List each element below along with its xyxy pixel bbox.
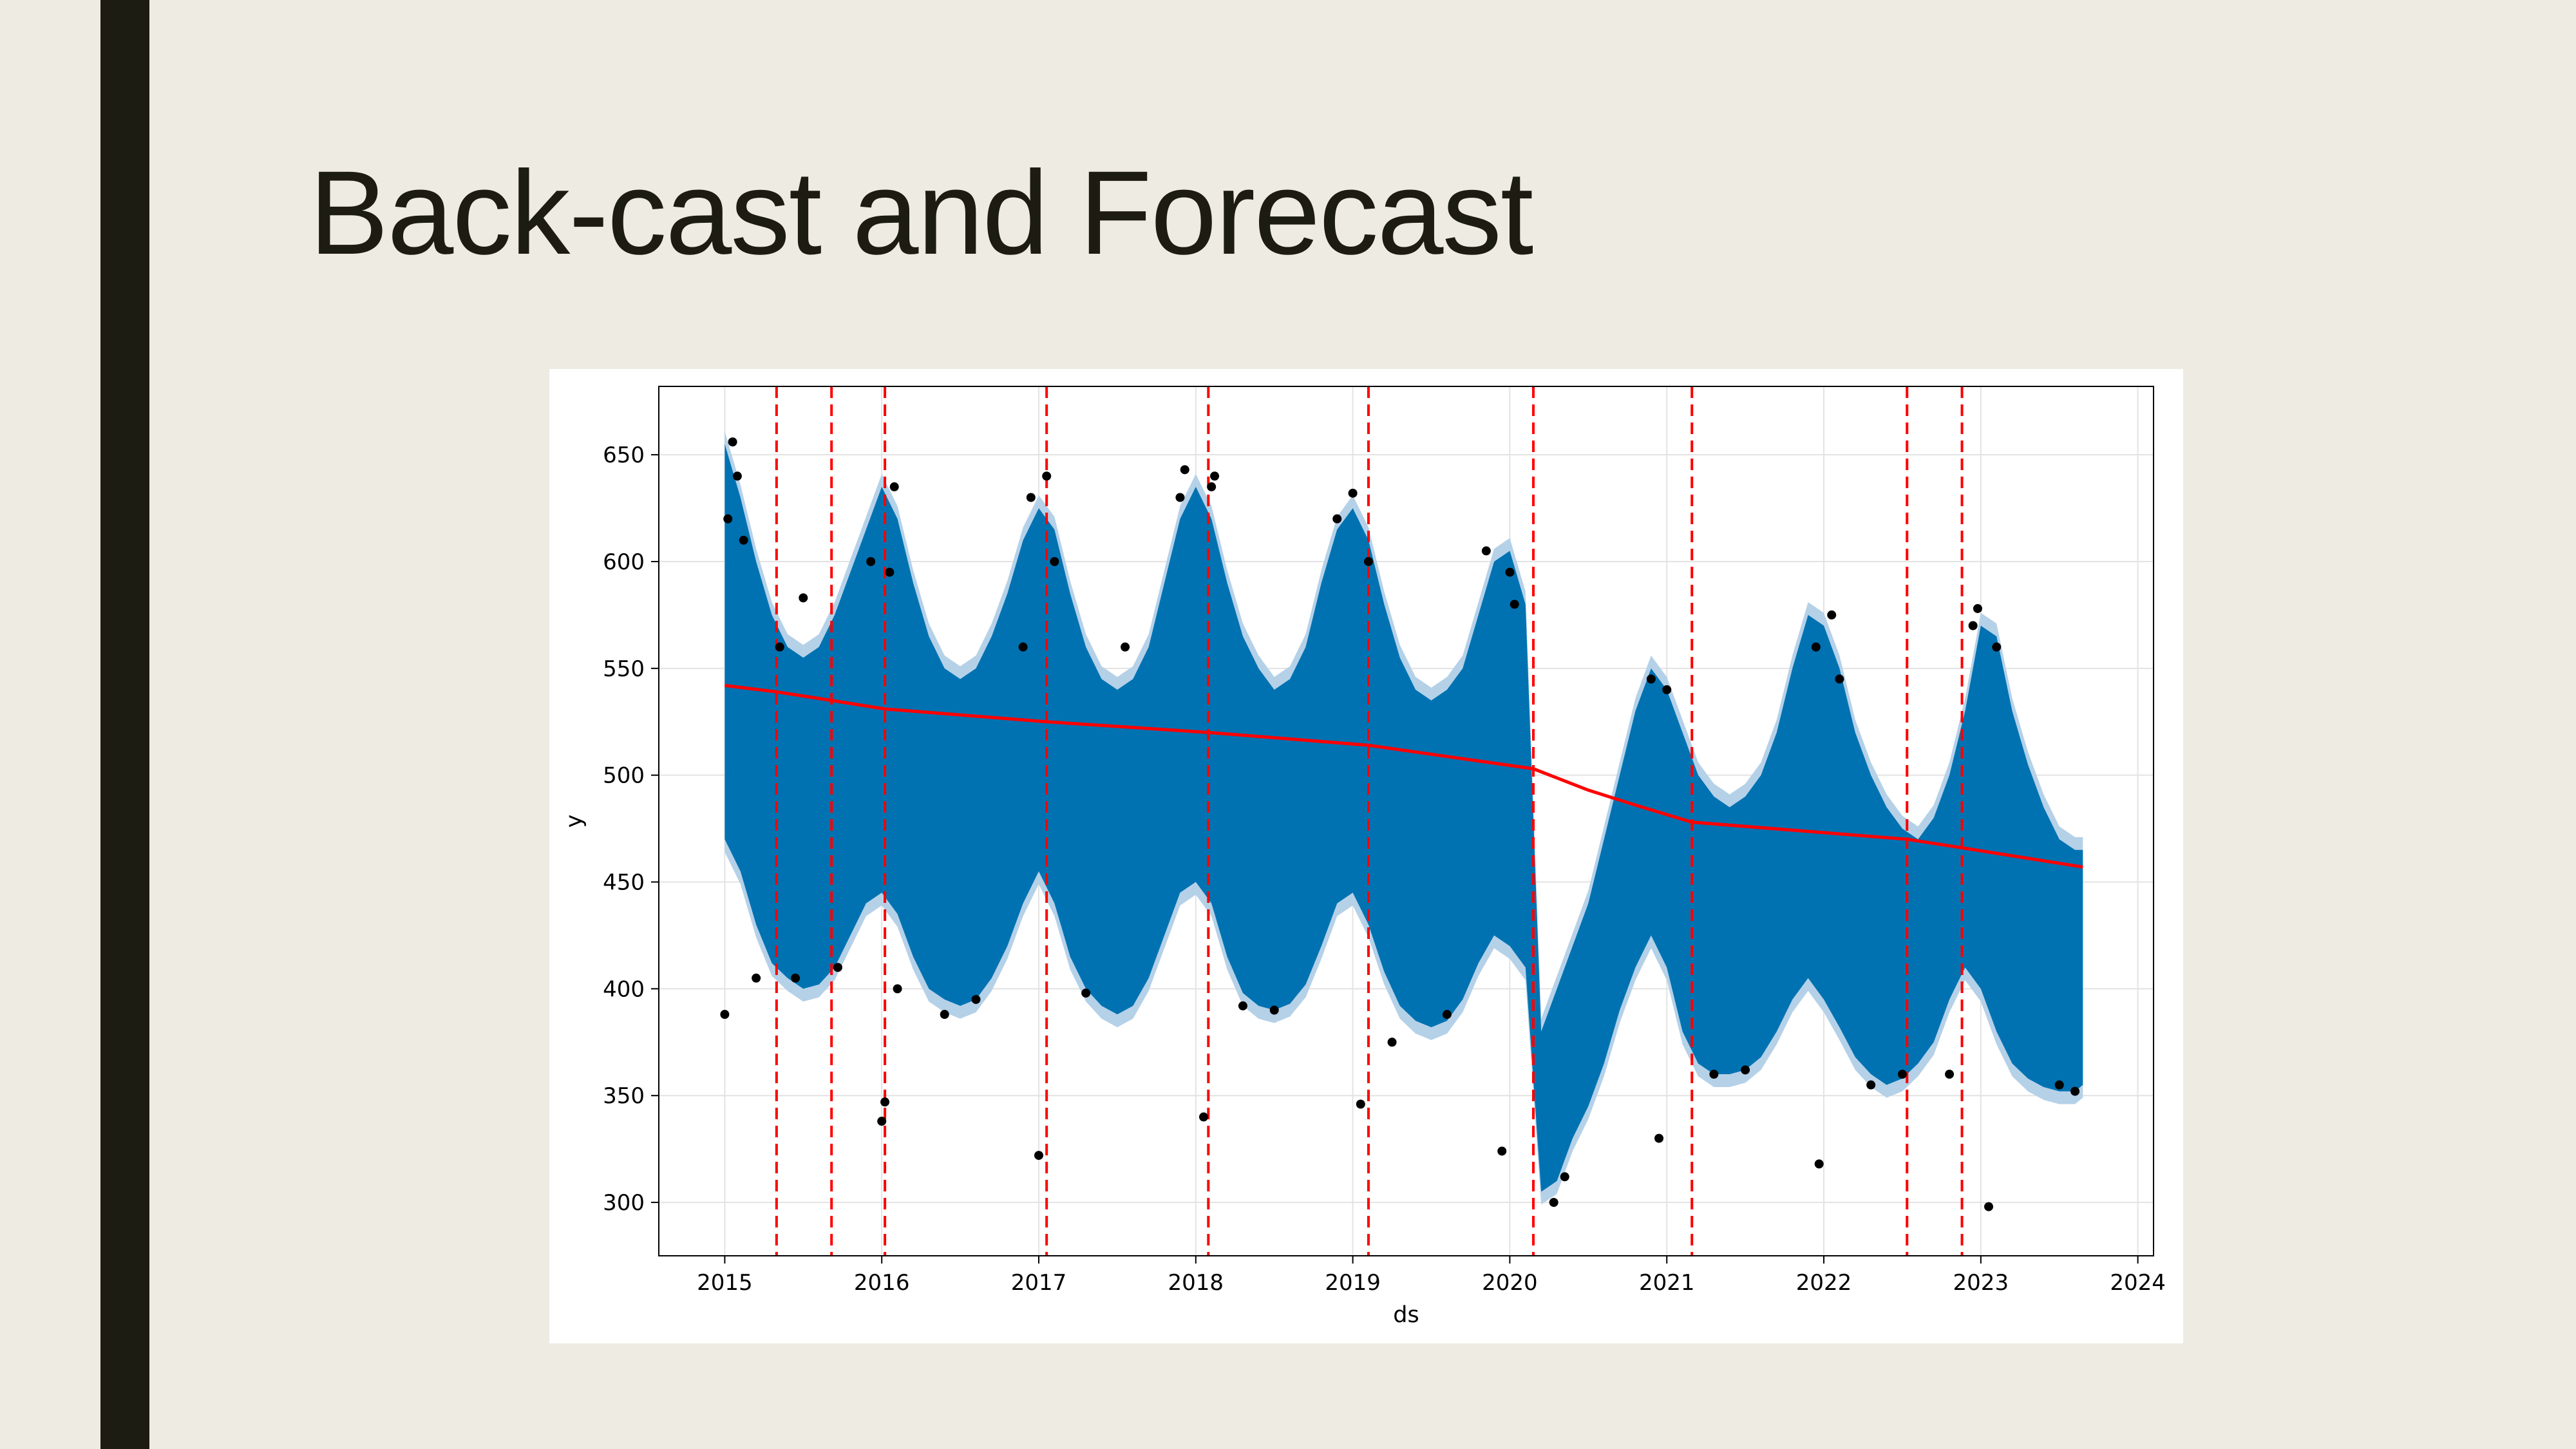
observed-point	[1050, 556, 1059, 566]
observed-point	[1387, 1037, 1397, 1047]
observed-point	[2054, 1080, 2064, 1090]
observed-point	[889, 482, 899, 491]
observed-point	[1348, 488, 1358, 498]
observed-point	[728, 437, 737, 447]
observed-point	[885, 567, 895, 577]
observed-point	[1709, 1070, 1719, 1079]
observed-point	[1866, 1080, 1876, 1090]
slide-title: Back-cast and Forecast	[309, 147, 1533, 279]
observed-point	[1549, 1198, 1558, 1208]
observed-point	[775, 642, 784, 652]
observed-point	[799, 593, 808, 603]
observed-point	[1814, 1159, 1824, 1169]
x-tick-label: 2017	[1011, 1270, 1067, 1296]
observed-point	[1827, 610, 1837, 620]
observed-point	[1811, 642, 1821, 652]
observed-point	[1973, 603, 1982, 613]
x-axis-ticks: 2015 2016 2017 2018 2019 2020 2021 2022 2023 2024	[697, 1256, 2166, 1296]
observed-point	[1835, 674, 1844, 684]
observed-point	[752, 973, 761, 983]
y-tick-label: 600	[603, 549, 645, 575]
observed-point	[1175, 493, 1185, 502]
observed-point	[1121, 642, 1130, 652]
observed-point	[739, 535, 748, 545]
observed-point	[833, 963, 842, 972]
observed-point	[1968, 621, 1978, 630]
observed-point	[1026, 493, 1036, 502]
observed-point	[1897, 1070, 1907, 1079]
x-tick-label: 2023	[1953, 1270, 2009, 1296]
observed-point	[1481, 546, 1491, 556]
y-tick-label: 450	[603, 870, 645, 896]
observed-point	[1741, 1065, 1750, 1075]
x-tick-label: 2015	[697, 1270, 753, 1296]
observed-point	[1180, 465, 1189, 475]
y-tick-label: 500	[603, 763, 645, 789]
y-tick-label: 350	[603, 1083, 645, 1109]
observed-point	[1560, 1172, 1569, 1182]
trend-line	[724, 683, 2083, 869]
observed-point	[1442, 1010, 1452, 1019]
observed-point	[893, 984, 902, 994]
y-tick-label: 650	[603, 442, 645, 468]
x-tick-label: 2022	[1796, 1270, 1852, 1296]
observed-point	[1081, 989, 1091, 998]
x-tick-label: 2024	[2110, 1270, 2166, 1296]
x-axis-label: ds	[1393, 1302, 1419, 1328]
trend-layer	[724, 683, 2083, 869]
chart-card: 2015 2016 2017 2018 2019 2020 2021 2022 2023 2024…	[549, 369, 2183, 1343]
observed-point	[1269, 1005, 1279, 1015]
observed-point	[1510, 600, 1519, 609]
observed-point	[880, 1097, 890, 1107]
x-tick-label: 2018	[1168, 1270, 1224, 1296]
observed-point	[720, 1010, 730, 1019]
y-axis-ticks: 300 350 400 450 500 550 600 650	[603, 442, 659, 1216]
x-tick-label: 2019	[1325, 1270, 1381, 1296]
x-tick-label: 2020	[1482, 1270, 1538, 1296]
x-tick-label: 2016	[854, 1270, 910, 1296]
forecast-area	[724, 444, 2083, 1192]
observed-point	[940, 1010, 949, 1019]
observed-points-layer	[720, 437, 2080, 1211]
observed-point	[1018, 642, 1028, 652]
observed-point	[1497, 1146, 1507, 1156]
observed-point	[1992, 642, 2002, 652]
observed-point	[1238, 1001, 1247, 1010]
observed-point	[1042, 471, 1052, 481]
observed-point	[1356, 1099, 1365, 1109]
observed-point	[732, 471, 742, 481]
observed-point	[1210, 471, 1220, 481]
observed-point	[1207, 482, 1217, 491]
forecast-layer	[724, 444, 2083, 1192]
observed-point	[1363, 556, 1373, 566]
observed-point	[971, 994, 981, 1004]
y-axis-label: y	[562, 815, 587, 828]
observed-point	[1654, 1133, 1664, 1143]
observed-point	[1505, 567, 1515, 577]
observed-point	[1945, 1070, 1955, 1079]
observed-point	[1198, 1112, 1208, 1122]
observed-point	[866, 556, 876, 566]
observed-point	[1332, 514, 1342, 524]
y-tick-label: 300	[603, 1190, 645, 1216]
plot-frame	[658, 386, 2154, 1256]
observed-point	[2070, 1086, 2080, 1096]
accent-bar	[100, 0, 149, 1449]
y-tick-label: 550	[603, 656, 645, 682]
observed-point	[877, 1117, 887, 1126]
observed-point	[1662, 685, 1672, 695]
observed-point	[791, 973, 800, 983]
forecast-chart: 2015 2016 2017 2018 2019 2020 2021 2022 2023 2024…	[562, 386, 2166, 1328]
observed-point	[1034, 1151, 1044, 1160]
x-tick-label: 2021	[1639, 1270, 1695, 1296]
y-tick-label: 400	[603, 976, 645, 1002]
observed-point	[1646, 674, 1656, 684]
observed-point	[1984, 1202, 1994, 1211]
observed-point	[723, 514, 733, 524]
